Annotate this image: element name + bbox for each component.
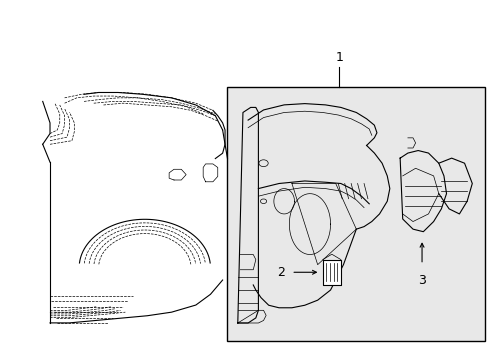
Text: 2: 2 — [277, 266, 285, 279]
Bar — [227, 87, 484, 341]
Bar — [322, 260, 340, 285]
Text: 3: 3 — [417, 274, 425, 287]
Text: 1: 1 — [335, 51, 343, 64]
